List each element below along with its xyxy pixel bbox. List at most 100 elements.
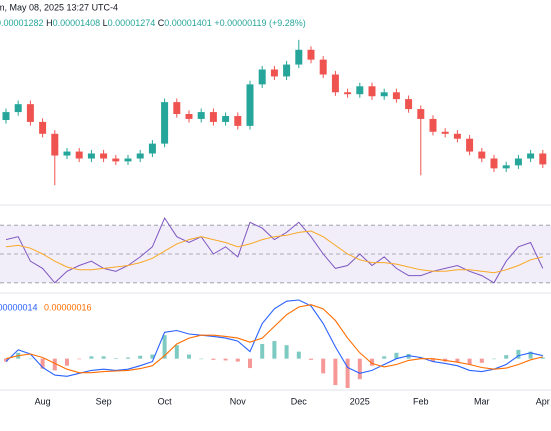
candle-body <box>356 86 364 95</box>
x-tick-label: 2025 <box>350 396 370 406</box>
x-tick-label: Dec <box>291 396 308 406</box>
macd-histogram <box>272 341 277 359</box>
candle-body <box>331 74 339 93</box>
candle-body <box>100 153 108 159</box>
candle-body <box>380 92 388 97</box>
macd-histogram <box>406 353 411 359</box>
x-tick-label: Oct <box>158 396 173 406</box>
candle-body <box>502 165 510 169</box>
candle-body <box>539 153 547 165</box>
macd-histogram <box>431 358 435 362</box>
macd-histogram <box>187 354 191 359</box>
macd-histogram <box>150 354 155 359</box>
macd-histogram <box>284 345 289 359</box>
candle-body <box>112 158 120 162</box>
ohlc-change: +0.00000119 (+9.28%) <box>214 18 305 28</box>
macd-histogram <box>516 349 521 359</box>
candle-body <box>136 153 144 159</box>
candle-body <box>429 118 437 132</box>
macd-histogram <box>248 358 252 369</box>
ohlc-close: 0.00001401 <box>164 18 212 28</box>
candle-body <box>270 69 278 77</box>
macd-histogram <box>321 358 326 374</box>
macd-histogram <box>540 357 545 359</box>
macd-histogram <box>4 358 8 362</box>
candle-body <box>185 114 193 119</box>
candle-body <box>258 69 266 85</box>
x-tick-label: Apr <box>536 396 550 406</box>
candle-body <box>39 121 47 134</box>
candle-body <box>173 102 181 114</box>
candle-body <box>246 84 254 126</box>
candle-body <box>283 64 291 77</box>
macd-histogram <box>138 355 143 359</box>
candle-body <box>209 112 217 122</box>
macd-histogram <box>504 355 509 359</box>
candle-body <box>490 158 498 169</box>
macd-histogram <box>89 356 94 359</box>
candle-body <box>368 86 376 97</box>
candle-body <box>295 49 303 65</box>
ohlc-high: 0.00001408 <box>53 18 101 28</box>
x-tick-label: Mar <box>474 396 490 406</box>
macd-histogram <box>296 351 301 359</box>
macd-histogram <box>113 358 118 359</box>
macd-histogram <box>394 352 399 359</box>
macd-line <box>5 299 543 377</box>
candle-body <box>234 116 242 126</box>
macd-histogram <box>126 357 130 359</box>
x-tick-label: Sep <box>96 396 112 406</box>
macd-histogram <box>28 358 33 360</box>
candle-body <box>148 143 156 154</box>
macd-histogram <box>345 358 350 388</box>
candle-body <box>307 49 315 60</box>
candle-body <box>161 102 169 144</box>
header-source: om, May 08, 2025 13:27 UTC-4 <box>0 2 118 12</box>
candle-body <box>466 138 474 152</box>
candle-body <box>51 133 59 156</box>
macd-histogram <box>528 351 533 359</box>
macd-histogram <box>479 358 484 363</box>
candle-body <box>63 151 71 156</box>
macd-histogram <box>174 345 179 359</box>
macd-line <box>5 304 543 374</box>
macd-histogram <box>162 335 167 359</box>
x-tick-label: Aug <box>35 396 51 406</box>
candle-body <box>26 104 34 122</box>
macd-histogram <box>235 358 240 362</box>
macd-histogram <box>467 358 472 365</box>
ohlc-letter: C <box>158 18 165 28</box>
macd-histogram <box>492 358 496 360</box>
x-tick-label: Nov <box>230 396 247 406</box>
candle-body <box>392 92 400 100</box>
macd-histogram <box>333 358 338 386</box>
rsi-line <box>5 230 543 274</box>
ohlc-letter: H <box>46 18 53 28</box>
macd-histogram <box>357 358 362 380</box>
macd-histogram <box>382 356 387 359</box>
macd-histogram <box>52 358 57 371</box>
candle-body <box>124 158 132 162</box>
candle-body <box>527 153 535 159</box>
macd-histogram <box>40 358 45 369</box>
ohlc-low: 0.00001274 <box>108 18 156 28</box>
macd-histogram <box>199 358 204 360</box>
macd-histogram <box>260 344 265 359</box>
rsi-line <box>5 216 544 284</box>
macd-histogram <box>65 358 69 366</box>
macd-histogram <box>370 358 374 366</box>
candle-body <box>319 59 327 75</box>
candle-body <box>75 151 83 159</box>
candle-body <box>405 99 413 110</box>
candle-body <box>197 112 205 119</box>
macd-histogram <box>309 358 313 360</box>
macd-histogram <box>455 358 460 363</box>
macd-histogram <box>223 358 228 361</box>
candle-body <box>453 133 461 139</box>
x-tick-label: Feb <box>413 396 429 406</box>
candle-body <box>87 153 95 159</box>
candle-body <box>441 131 449 134</box>
macd-histogram <box>211 358 216 360</box>
